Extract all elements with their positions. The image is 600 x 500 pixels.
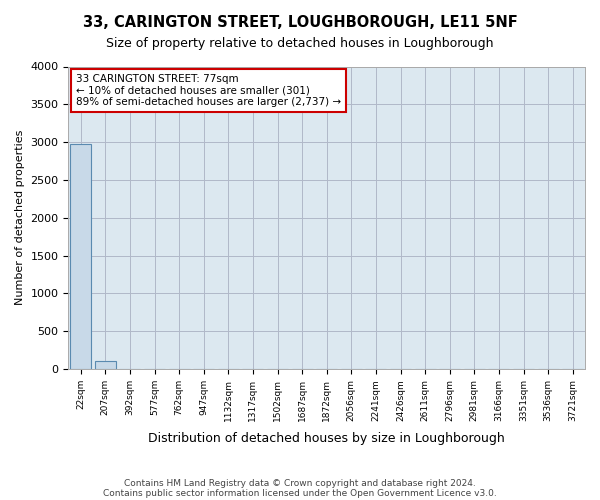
Text: 33 CARINGTON STREET: 77sqm
← 10% of detached houses are smaller (301)
89% of sem: 33 CARINGTON STREET: 77sqm ← 10% of deta… xyxy=(76,74,341,108)
Y-axis label: Number of detached properties: Number of detached properties xyxy=(15,130,25,306)
Text: Contains public sector information licensed under the Open Government Licence v3: Contains public sector information licen… xyxy=(103,488,497,498)
Bar xyxy=(70,144,91,369)
Text: Contains HM Land Registry data © Crown copyright and database right 2024.: Contains HM Land Registry data © Crown c… xyxy=(124,478,476,488)
X-axis label: Distribution of detached houses by size in Loughborough: Distribution of detached houses by size … xyxy=(148,432,505,445)
Bar xyxy=(95,361,116,369)
Text: 33, CARINGTON STREET, LOUGHBOROUGH, LE11 5NF: 33, CARINGTON STREET, LOUGHBOROUGH, LE11… xyxy=(83,15,517,30)
Text: Size of property relative to detached houses in Loughborough: Size of property relative to detached ho… xyxy=(106,38,494,51)
